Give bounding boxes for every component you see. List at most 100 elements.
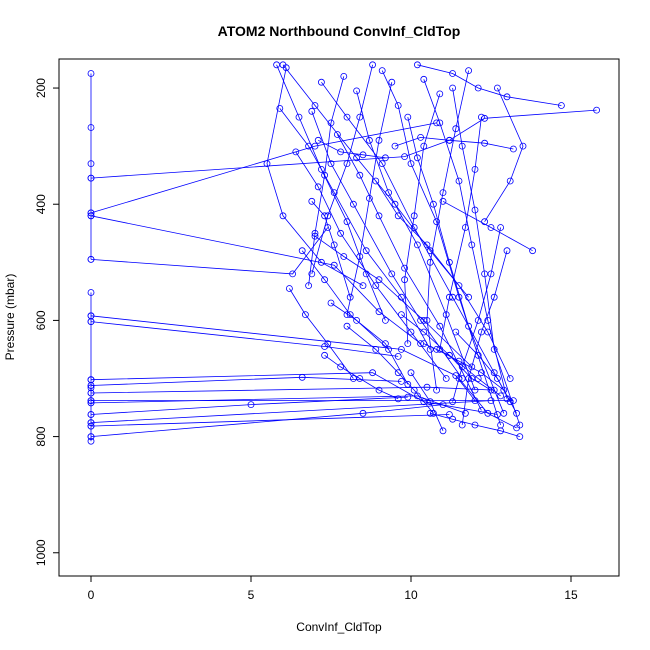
x-tick-label: 10 <box>404 588 418 602</box>
series-line <box>337 134 482 411</box>
data-point <box>516 433 524 441</box>
data-point <box>449 415 457 423</box>
data-point <box>87 419 95 427</box>
x-tick-label: 5 <box>248 588 255 602</box>
series-line <box>90 395 466 414</box>
series-line <box>90 400 492 423</box>
data-point <box>487 270 495 278</box>
data-point <box>324 340 332 348</box>
series-26 <box>404 113 508 417</box>
data-point <box>426 409 434 417</box>
data-point <box>298 247 306 255</box>
data-point <box>327 160 335 168</box>
series-27 <box>436 113 485 353</box>
series-9 <box>87 392 469 417</box>
data-point <box>308 197 316 205</box>
series-line <box>301 250 389 350</box>
series-22 <box>449 84 524 429</box>
series-11 <box>87 411 453 430</box>
data-point <box>397 345 405 353</box>
data-point <box>273 61 281 69</box>
data-point <box>87 382 95 389</box>
data-point <box>385 345 393 353</box>
data-point <box>455 282 463 290</box>
data-point <box>449 84 457 92</box>
series-51 <box>449 224 505 406</box>
data-point <box>474 375 482 382</box>
data-point <box>87 411 95 418</box>
data-point <box>506 177 514 185</box>
data-point <box>308 107 316 115</box>
series-line <box>404 93 441 344</box>
data-point <box>87 70 95 77</box>
series-line <box>90 404 444 437</box>
data-point <box>420 316 428 324</box>
data-point <box>452 125 460 133</box>
data-point <box>330 241 338 249</box>
series-24 <box>333 131 485 414</box>
series-line <box>90 372 498 415</box>
data-point <box>474 84 482 92</box>
data-point <box>301 311 309 319</box>
data-point <box>365 136 373 144</box>
data-point <box>468 363 476 371</box>
data-point <box>394 102 402 109</box>
data-point <box>372 345 380 353</box>
data-point <box>510 145 517 153</box>
series-36 <box>391 133 517 153</box>
data-point <box>420 340 428 348</box>
series-39 <box>343 322 437 417</box>
series-57 <box>321 351 402 403</box>
series-line <box>90 122 437 214</box>
data-point <box>401 276 409 284</box>
data-point <box>87 289 95 296</box>
data-point <box>506 398 514 406</box>
data-point <box>433 345 441 353</box>
data-point <box>305 282 313 290</box>
data-point <box>263 160 271 168</box>
series-56 <box>308 197 354 301</box>
data-point <box>343 322 351 330</box>
data-point <box>353 316 361 324</box>
data-point <box>388 270 396 278</box>
data-point <box>353 154 361 162</box>
data-point <box>468 241 476 249</box>
series-line <box>90 315 476 401</box>
data-point <box>375 136 383 144</box>
data-point <box>346 293 354 301</box>
series-line <box>394 136 514 150</box>
series-line <box>458 378 517 429</box>
data-point <box>343 160 351 168</box>
series-line <box>276 64 386 321</box>
series-line <box>439 117 482 350</box>
data-point <box>314 183 322 191</box>
series-line <box>417 64 562 106</box>
data-point <box>340 73 348 80</box>
data-point <box>471 165 479 173</box>
data-point <box>410 212 418 220</box>
data-point <box>426 247 434 255</box>
data-point <box>433 218 441 226</box>
data-point <box>298 373 306 381</box>
series-line <box>90 414 450 427</box>
data-point <box>442 375 450 382</box>
data-point <box>445 351 453 359</box>
series-6 <box>87 318 402 360</box>
data-point <box>490 386 498 394</box>
series-line <box>311 64 373 275</box>
data-point <box>420 75 428 83</box>
series-line <box>90 396 408 415</box>
series-50 <box>273 61 389 324</box>
x-tick-label: 15 <box>564 588 578 602</box>
series-line <box>430 412 520 437</box>
data-point <box>356 253 364 260</box>
data-point <box>87 397 95 405</box>
data-point <box>388 78 396 86</box>
data-point <box>449 398 457 406</box>
y-tick-label: 200 <box>34 78 48 98</box>
data-point <box>375 212 383 220</box>
data-point <box>471 206 479 214</box>
data-point <box>455 177 463 185</box>
data-point <box>397 377 405 385</box>
series-54 <box>397 311 505 400</box>
